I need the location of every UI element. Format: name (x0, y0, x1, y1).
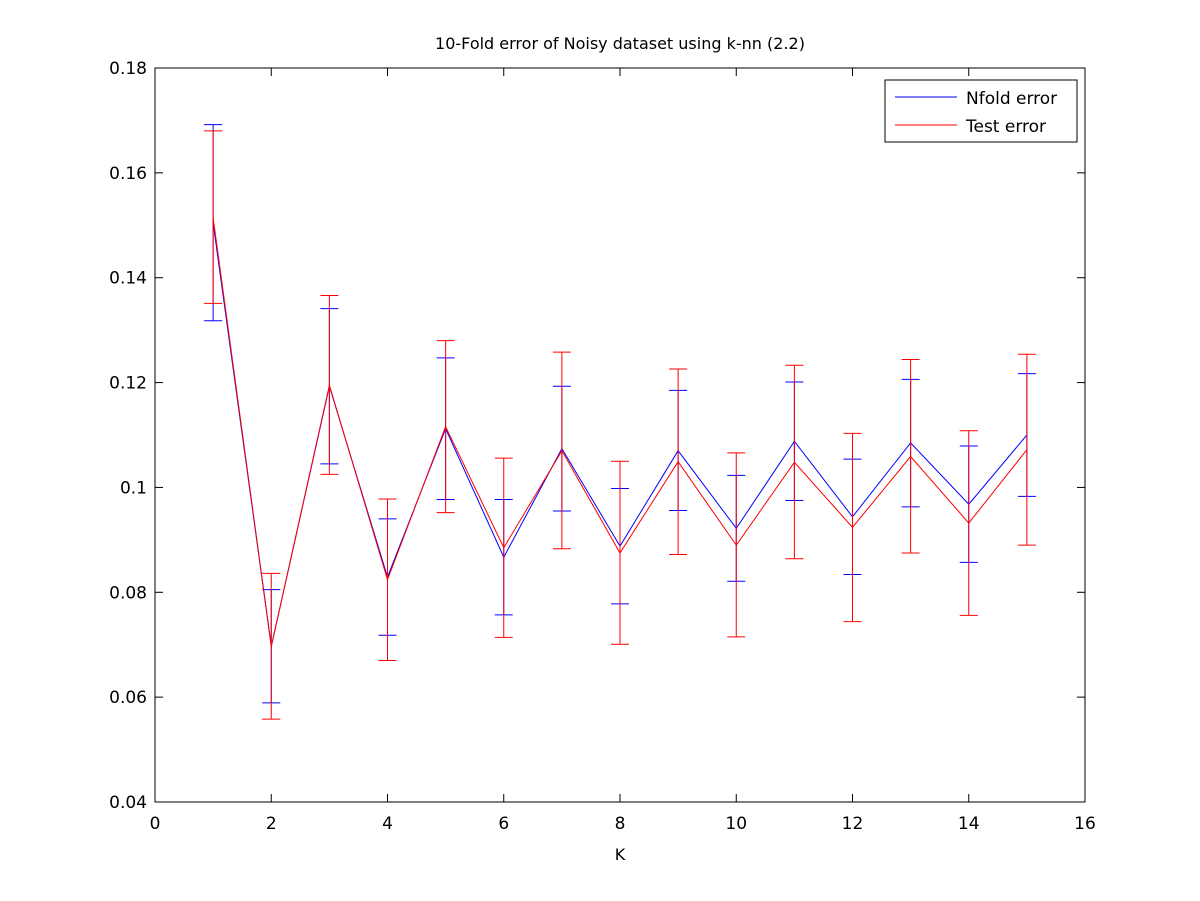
x-tick-label: 10 (725, 814, 747, 834)
y-tick-label: 0.18 (109, 59, 147, 79)
y-tick-label: 0.12 (109, 374, 147, 394)
y-tick-label: 0.14 (109, 269, 147, 289)
x-tick-label: 16 (1074, 814, 1096, 834)
plot-frame (154, 67, 1086, 803)
y-tick-label: 0.16 (109, 164, 147, 184)
series-line (212, 217, 1028, 647)
x-tick-label: 4 (382, 814, 393, 834)
x-tick-label: 0 (150, 814, 161, 834)
series-test-group (204, 130, 1036, 720)
x-axis-label: K (615, 845, 626, 864)
y-tick-label: 0.1 (120, 478, 147, 498)
y-tick-label: 0.04 (109, 793, 147, 813)
x-tick-label: 12 (842, 814, 864, 834)
x-tick-label: 8 (615, 814, 626, 834)
axis-ticks: 0 2 4 6 8 10 12 14 16 0.04 0.06 0.08 0.1 0.12 0.14 0.16… (109, 59, 1096, 834)
x-tick-label: 14 (958, 814, 980, 834)
plot-area (155, 68, 1085, 802)
x-tick-label: 6 (498, 814, 509, 834)
y-tick-label: 0.08 (109, 583, 147, 603)
legend-label-nfold: Nfold error (966, 89, 1057, 109)
legend-label-test: Test error (965, 117, 1046, 137)
legend-box (884, 79, 1078, 143)
x-tick-label: 2 (266, 814, 277, 834)
y-tick-label: 0.06 (109, 688, 147, 708)
series-layer (204, 124, 1036, 720)
chart-title: 10-Fold error of Noisy dataset using k-n… (435, 34, 805, 53)
legend: Nfold error Test error (884, 79, 1078, 143)
